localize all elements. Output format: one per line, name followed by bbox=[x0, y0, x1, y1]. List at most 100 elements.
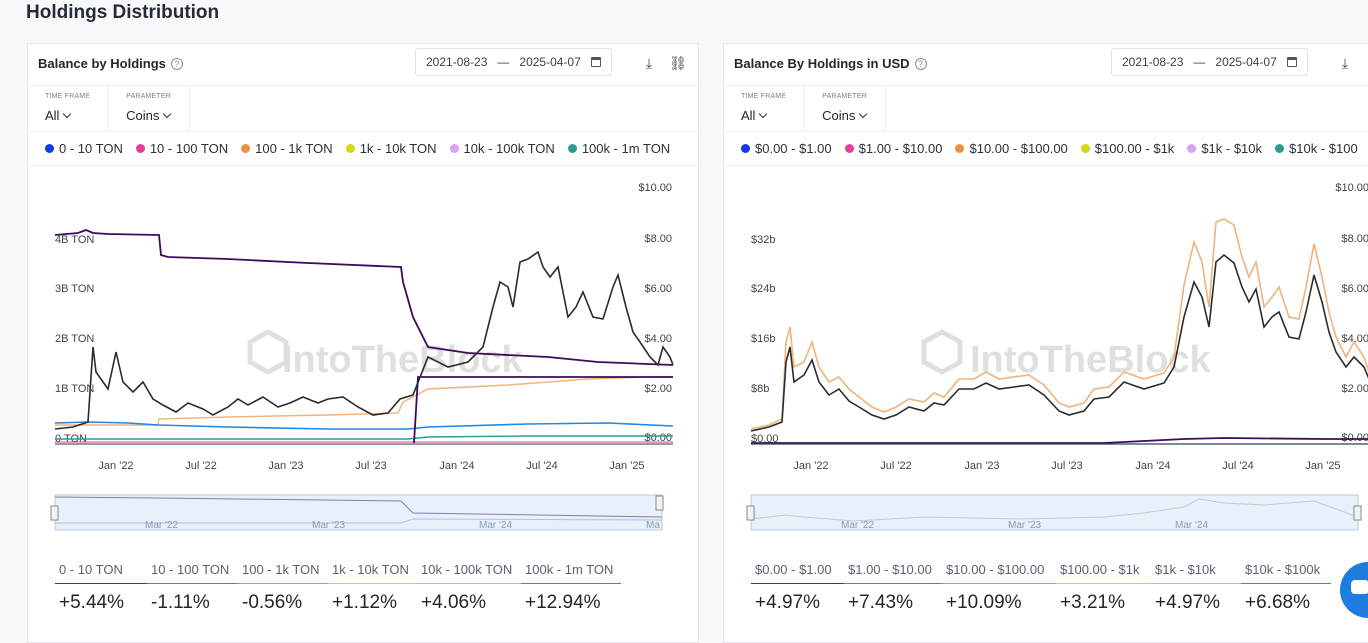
legend-dot bbox=[1080, 144, 1090, 153]
legend-label: $1.00 - $10.00 bbox=[858, 141, 943, 156]
range-navigator[interactable]: Mar '22 Mar '23 Mar '24 bbox=[746, 494, 1362, 531]
legend-item[interactable]: $0.00 - $1.00 bbox=[741, 141, 832, 156]
legend-item[interactable]: 10k - 100k TON bbox=[449, 141, 555, 156]
y-tick-right: $8.00 bbox=[1341, 233, 1368, 245]
timeframe-select[interactable]: All bbox=[45, 108, 90, 123]
legend-item[interactable]: 10 - 100 TON bbox=[135, 141, 229, 156]
legend-item[interactable]: 100k - 1m TON bbox=[567, 141, 671, 156]
date-end: 2025-04-07 bbox=[1215, 55, 1277, 69]
legend-item[interactable]: $1k - $10k bbox=[1187, 141, 1262, 156]
card-title-text: Balance by Holdings bbox=[38, 56, 166, 71]
stat-label: 10k - 100k TON bbox=[417, 559, 521, 584]
legend-item[interactable]: $10k - $100 bbox=[1275, 141, 1358, 156]
stat-value: +5.44% bbox=[59, 592, 124, 613]
stat-value: +4.06% bbox=[421, 592, 486, 613]
navigator-handle-left[interactable] bbox=[746, 505, 755, 521]
x-tick: Jul '22 bbox=[185, 460, 216, 472]
stat-value: +3.21% bbox=[1060, 592, 1125, 613]
stat-label: 100 - 1k TON bbox=[238, 559, 328, 584]
parameter-filter[interactable]: PARAMETER Coins bbox=[805, 86, 887, 131]
x-tick: Jul '24 bbox=[1222, 460, 1253, 472]
range-navigator[interactable]: Mar '22 Mar '23 Mar '24 Ma bbox=[50, 494, 664, 531]
holdings-usd-chart[interactable]: IntoTheBlock $32b $24b $16b $8b $0.00 $1… bbox=[724, 167, 1368, 557]
stat-value: +4.97% bbox=[1155, 592, 1220, 613]
timeframe-select[interactable]: All bbox=[741, 108, 786, 123]
x-tick: Jan '23 bbox=[268, 460, 303, 472]
stat-item: 100 - 1k TON -0.56% bbox=[238, 559, 328, 614]
stat-item: 1k - 10k TON +1.12% bbox=[328, 559, 417, 614]
parameter-filter[interactable]: PARAMETER Coins bbox=[109, 86, 191, 131]
card-title-text: Balance By Holdings in USD bbox=[734, 56, 910, 71]
download-icon[interactable]: ⤓ bbox=[645, 55, 653, 71]
y-tick-right: $0.00 bbox=[644, 432, 672, 444]
stat-item: $100.00 - $1k +3.21% bbox=[1056, 559, 1151, 614]
x-tick: Jul '23 bbox=[355, 460, 386, 472]
y-tick-left: 4B TON bbox=[55, 234, 94, 246]
date-range-picker[interactable]: 2021-08-23 — 2025-04-07 bbox=[1111, 48, 1308, 76]
balance-by-holdings-card: Balance by Holdings? 2021-08-23 — 2025-0… bbox=[27, 43, 699, 643]
legend-item[interactable]: 1k - 10k TON bbox=[345, 141, 437, 156]
stat-value: +12.94% bbox=[525, 592, 601, 613]
x-tick: Jul '23 bbox=[1051, 460, 1082, 472]
navigator-handle-left[interactable] bbox=[50, 505, 59, 521]
legend-label: $1k - $10k bbox=[1201, 141, 1263, 156]
y-tick-left: 2B TON bbox=[55, 333, 94, 345]
parameter-select[interactable]: Coins bbox=[822, 108, 868, 123]
date-range-picker[interactable]: 2021-08-23 — 2025-04-07 bbox=[415, 48, 612, 76]
chart-legend: $0.00 - $1.00 $1.00 - $10.00 $10.00 - $1… bbox=[724, 132, 1368, 166]
date-end: 2025-04-07 bbox=[519, 55, 581, 69]
legend-item[interactable]: $100.00 - $1k bbox=[1080, 141, 1175, 156]
navigator-handle-right[interactable] bbox=[1353, 505, 1362, 521]
parameter-select[interactable]: Coins bbox=[126, 108, 172, 123]
calendar-icon[interactable] bbox=[590, 57, 601, 67]
legend-dot bbox=[955, 144, 965, 153]
filters-bar: TIME FRAME All PARAMETER Coins bbox=[28, 86, 698, 132]
stat-label: $0.00 - $1.00 bbox=[751, 559, 844, 584]
legend-item[interactable]: $10.00 - $100.00 bbox=[955, 141, 1068, 156]
date-start: 2021-08-23 bbox=[1122, 55, 1184, 69]
balance-by-holdings-usd-card: Balance By Holdings in USD? 2021-08-23 —… bbox=[723, 43, 1368, 643]
filters-bar: TIME FRAME All PARAMETER Coins bbox=[724, 86, 1368, 132]
x-tick: Jul '24 bbox=[526, 460, 557, 472]
stat-label: $1.00 - $10.00 bbox=[844, 559, 942, 584]
legend-label: $10k - $100 bbox=[1289, 141, 1358, 156]
stat-item: $10.00 - $100.00 +10.09% bbox=[942, 559, 1056, 614]
x-tick: Jan '22 bbox=[98, 460, 133, 472]
holdings-chart[interactable]: IntoTheBlock 4B TON 3B TON 2B TON 1B TON… bbox=[28, 167, 699, 557]
series-whale bbox=[54, 229, 674, 366]
parameter-value: Coins bbox=[126, 108, 160, 123]
stat-label: $1k - $10k bbox=[1151, 559, 1241, 584]
y-tick-left: 3B TON bbox=[55, 283, 94, 295]
timeframe-filter[interactable]: TIME FRAME All bbox=[28, 86, 110, 131]
series-0-10-ton bbox=[54, 421, 674, 430]
series-10k-100k-ton bbox=[413, 376, 673, 444]
legend-dot bbox=[1275, 144, 1285, 153]
legend-item[interactable]: $1.00 - $10.00 bbox=[844, 141, 943, 156]
navigator-handle-right[interactable] bbox=[655, 495, 664, 511]
help-icon[interactable]: ? bbox=[170, 58, 183, 70]
legend-label: 10 - 100 TON bbox=[149, 141, 229, 156]
legend-dot bbox=[45, 144, 54, 153]
navigator-tick: Ma bbox=[646, 520, 660, 531]
stat-item: 10 - 100 TON -1.11% bbox=[147, 559, 238, 614]
legend-label: 100k - 1m TON bbox=[581, 141, 671, 156]
timeframe-value: All bbox=[45, 108, 60, 123]
y-tick-left: $16b bbox=[751, 333, 775, 345]
calendar-icon[interactable] bbox=[1286, 57, 1297, 67]
timeframe-filter[interactable]: TIME FRAME All bbox=[724, 86, 806, 131]
card-header: Balance by Holdings? 2021-08-23 — 2025-0… bbox=[28, 44, 698, 86]
date-separator: — bbox=[1193, 55, 1206, 69]
series-100k-1m-ton bbox=[55, 435, 673, 440]
link-icon[interactable]: ⛓ bbox=[669, 55, 687, 71]
watermark: IntoTheBlock bbox=[921, 329, 1212, 381]
stat-value: +6.68% bbox=[1245, 592, 1310, 613]
series-10-100-usd bbox=[750, 218, 1368, 430]
y-tick-left: $32b bbox=[751, 234, 775, 246]
legend-item[interactable]: 0 - 10 TON bbox=[45, 141, 123, 156]
download-icon[interactable]: ⤓ bbox=[1341, 55, 1349, 71]
legend-label: $100.00 - $1k bbox=[1094, 141, 1175, 156]
legend-item[interactable]: 100 - 1k TON bbox=[241, 141, 333, 156]
x-tick: Jan '24 bbox=[439, 460, 474, 472]
help-icon[interactable]: ? bbox=[914, 58, 927, 70]
legend-dot bbox=[241, 144, 251, 153]
